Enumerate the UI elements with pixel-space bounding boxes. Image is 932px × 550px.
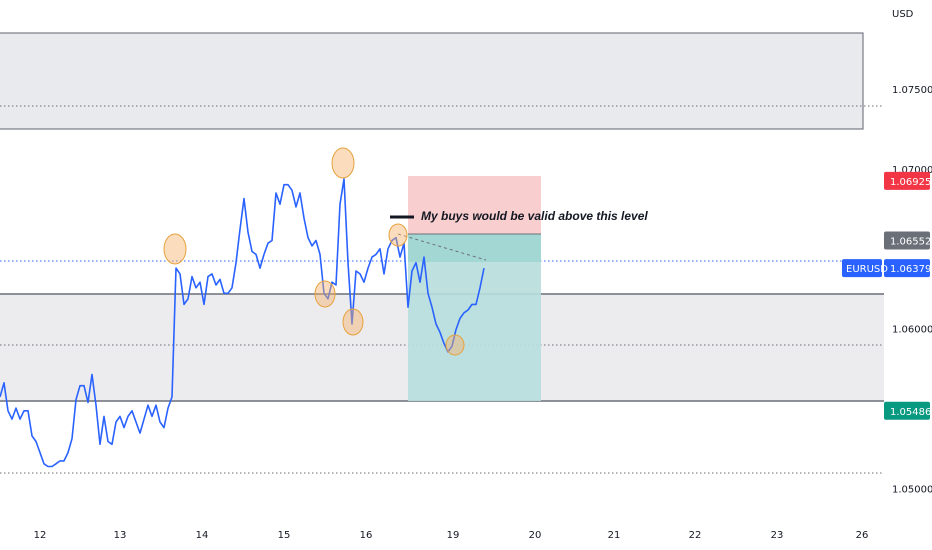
- time-tick-label: 15: [278, 530, 291, 541]
- time-tick-label: 14: [196, 530, 209, 541]
- position-stop-zone[interactable]: [408, 176, 541, 234]
- annotation-text[interactable]: My buys would be valid above this level: [421, 209, 648, 223]
- time-tick-label: 26: [856, 530, 869, 541]
- pivot-marker-6[interactable]: [445, 334, 465, 356]
- pivot-marker-1[interactable]: [163, 233, 187, 265]
- time-tick-label: 20: [529, 530, 542, 541]
- time-tick-label: 13: [114, 530, 127, 541]
- time-axis[interactable]: 12 13 14 15 16 19 20 21 22 23 26: [34, 530, 869, 541]
- time-tick-label: 21: [608, 530, 621, 541]
- price-tick-label: 1.07000: [892, 165, 932, 176]
- time-tick-label: 19: [447, 530, 460, 541]
- price-badge-label: 1.06552: [890, 237, 931, 248]
- pivot-marker-5[interactable]: [388, 223, 408, 247]
- time-tick-label: 16: [360, 530, 373, 541]
- time-tick-label: 22: [689, 530, 702, 541]
- price-series-line-0[interactable]: [0, 178, 485, 468]
- position-entry-band: [408, 234, 541, 262]
- price-badge[interactable]: [884, 401, 930, 420]
- resistance-zone[interactable]: [0, 32, 864, 130]
- price-badge[interactable]: [884, 259, 930, 278]
- pivot-marker-2[interactable]: [331, 147, 355, 179]
- series-layer: [0, 178, 485, 468]
- time-tick-label: 23: [771, 530, 784, 541]
- price-badge[interactable]: [884, 231, 930, 250]
- price-tick-label: 1.07500: [892, 85, 932, 96]
- time-tick-label: 12: [34, 530, 47, 541]
- price-badge-label: 1.06379: [890, 264, 931, 275]
- price-badge-label: 1.05486: [890, 407, 931, 418]
- pivot-marker-4[interactable]: [342, 308, 364, 336]
- price-axis-currency: USD: [892, 9, 914, 20]
- price-tick-label: 1.06000: [892, 325, 932, 336]
- pivot-marker-3[interactable]: [314, 280, 336, 308]
- price-badge[interactable]: [884, 171, 930, 190]
- symbol-badge-label: EURUSD: [846, 264, 888, 275]
- symbol-badge[interactable]: [842, 259, 882, 278]
- price-tick-label: 1.05000: [892, 484, 932, 495]
- price-axis[interactable]: USD 1.07500 1.07000 1.06000 1.05000: [892, 9, 932, 495]
- price-badge-label: 1.06925: [890, 177, 931, 188]
